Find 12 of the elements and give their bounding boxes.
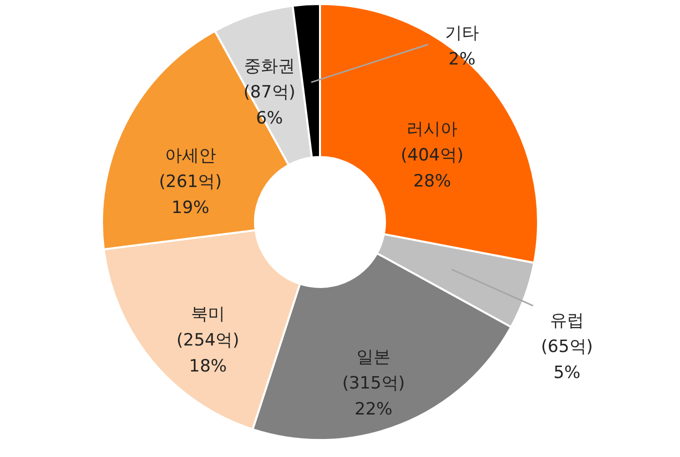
data-label: (315억) 22% (342, 373, 405, 420)
data-label: (261억) 19% (159, 172, 222, 218)
slice-label: 러시아 (406, 119, 458, 140)
slice-label: 아세안 (164, 146, 216, 166)
slice-label: 북미 (190, 304, 225, 325)
slice-label: 일본 (356, 347, 391, 368)
slice-label: 유럽 (550, 310, 584, 331)
slice-label: 중화권 (244, 56, 295, 76)
slice-label: 기타 (445, 24, 480, 44)
data-label: (65억) 5% (541, 336, 593, 383)
data-label: (254억) 18% (176, 330, 240, 377)
data-label: (404억) 28% (400, 145, 464, 192)
